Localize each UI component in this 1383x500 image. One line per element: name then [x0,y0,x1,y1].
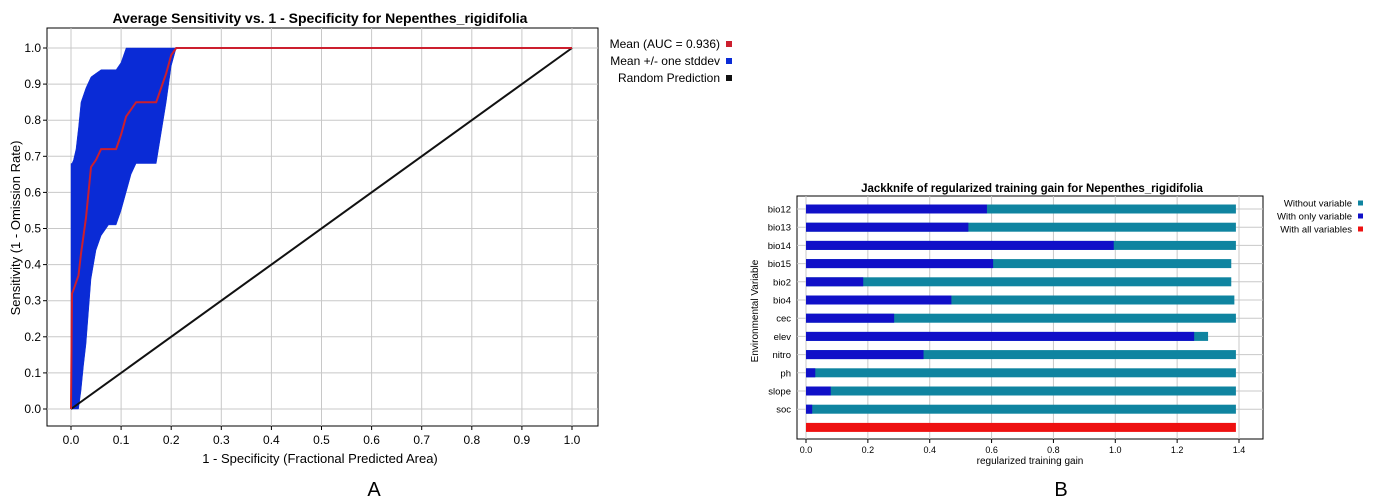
with-only-variable-bar [806,204,987,214]
with-only-variable-bar [806,277,864,287]
jackknife-category-label: bio12 [768,205,791,216]
with-only-variable-bar [806,295,952,305]
with-all-variables-bar [806,422,1236,432]
jackknife-category-label: soc [776,405,791,416]
jackknife-legend-swatch [1358,200,1363,206]
roc-x-tick-label: 0.4 [263,433,280,447]
jackknife-title: Jackknife of regularized training gain f… [861,183,1203,195]
roc-y-tick-label: 1.0 [24,41,41,55]
roc-y-axis-label: Sensitivity (1 - Omission Rate) [8,141,23,316]
jackknife-category-label: bio4 [773,296,791,307]
roc-y-tick-label: 0.7 [24,149,41,163]
roc-x-tick-label: 1.0 [564,433,581,447]
roc-x-tick-label: 0.8 [463,433,480,447]
roc-x-tick-label: 0.6 [363,433,380,447]
jackknife-y-axis-label: Environmental Variable [750,259,761,362]
roc-legend-swatch [726,41,732,47]
roc-x-tick-labels: 0.0 0.1 0.2 0.3 0.4 0.5 0.6 0.7 0.8 0.9 1.0 [63,426,581,447]
roc-x-tick-label: 0.2 [163,433,180,447]
roc-y-tick-label: 0.4 [24,258,41,272]
jackknife-category-label: elev [774,332,792,343]
roc-legend-label: Mean (AUC = 0.936) [610,37,720,51]
roc-y-tick-label: 0.8 [24,113,41,127]
jackknife-category-label: bio2 [773,277,791,288]
jackknife-category-label: slope [768,387,791,398]
jackknife-legend-swatch [1358,226,1363,232]
roc-y-tick-label: 0.6 [24,185,41,199]
jackknife-legend-label: Without variable [1284,199,1352,210]
without-variable-bar [806,368,1236,378]
roc-legend-label: Mean +/- one stddev [610,54,720,68]
jackknife-legend-label: With only variable [1277,212,1352,223]
jackknife-category-label: cec [776,314,791,325]
with-only-variable-bar [806,331,1195,341]
with-only-variable-bar [806,350,924,360]
jackknife-x-axis-label: regularized training gain [977,456,1084,467]
without-variable-bar [806,295,1235,305]
with-only-variable-bar [806,386,831,396]
roc-x-tick-label: 0.1 [113,433,130,447]
without-variable-bar [806,404,1236,414]
roc-legend-swatch [726,58,732,64]
without-variable-bar [806,277,1232,287]
roc-x-axis-label: 1 - Specificity (Fractional Predicted Ar… [202,451,438,466]
jackknife-x-tick-label: 0.4 [923,445,936,455]
jackknife-x-tick-label: 1.2 [1171,445,1184,455]
jackknife-category-label: ph [780,368,791,379]
roc-y-tick-label: 0.1 [24,366,41,380]
roc-y-tick-label: 0.5 [24,222,41,236]
with-only-variable-bar [806,313,895,323]
roc-y-tick-label: 0.0 [24,402,41,416]
jackknife-x-tick-label: 0.8 [1047,445,1060,455]
roc-x-tick-label: 0.7 [413,433,430,447]
jackknife-category-labels: bio12 bio13 bio14 bio15 bio2 bio4 cec elev nitro… [768,205,791,416]
roc-lines [70,47,573,410]
without-variable-bar [806,313,1236,323]
roc-x-tick-label: 0.9 [514,433,531,447]
roc-y-tick-label: 0.2 [24,330,41,344]
jackknife-category-label: bio13 [768,223,791,234]
roc-legend-label: Random Prediction [618,71,720,85]
mean-roc-line [70,47,572,410]
with-only-variable-bar [806,222,969,232]
random-prediction-line [70,47,573,410]
with-only-variable-bar [806,368,816,378]
with-only-variable-bar [806,259,994,269]
without-variable-bar [806,350,1236,360]
jackknife-legend-label: With all variables [1280,225,1352,236]
roc-title: Average Sensitivity vs. 1 - Specificity … [113,10,528,26]
jackknife-bars [806,204,1236,432]
without-variable-bar [806,204,1236,214]
jackknife-category-label: bio15 [768,259,791,270]
with-only-variable-bar [806,240,1114,250]
panel-label-a: A [367,479,381,500]
jackknife-category-label: nitro [773,350,791,361]
jackknife-chart: Jackknife of regularized training gain f… [750,183,1363,467]
jackknife-x-tick-labels: 0.0 0.2 0.4 0.6 0.8 1.0 1.2 1.4 [800,439,1246,455]
roc-x-tick-label: 0.0 [63,433,80,447]
panel-label-b: B [1054,479,1067,500]
roc-legend: Mean (AUC = 0.936) Mean +/- one stddev Ran… [610,37,732,85]
jackknife-legend-swatch [1358,213,1363,219]
jackknife-legend: Without variable With only variable With a… [1277,199,1363,236]
without-variable-bar [806,259,1232,269]
without-variable-bar [806,222,1236,232]
without-variable-bar [806,386,1236,396]
roc-x-tick-label: 0.3 [213,433,230,447]
roc-y-tick-label: 0.9 [24,77,41,91]
jackknife-x-tick-label: 0.0 [800,445,813,455]
roc-x-tick-label: 0.5 [313,433,330,447]
jackknife-x-tick-label: 0.6 [985,445,998,455]
roc-legend-swatch [726,75,732,81]
roc-chart: Average Sensitivity vs. 1 - Specificity … [8,10,732,466]
jackknife-x-tick-label: 1.4 [1233,445,1246,455]
jackknife-category-label: bio14 [768,241,791,252]
roc-y-tick-label: 0.3 [24,294,41,308]
jackknife-x-tick-label: 0.2 [862,445,875,455]
with-only-variable-bar [806,404,813,414]
roc-y-tick-labels: 0.0 0.1 0.2 0.3 0.4 0.5 0.6 0.7 0.8 0.9 1.0 [24,41,47,416]
jackknife-x-tick-label: 1.0 [1109,445,1122,455]
